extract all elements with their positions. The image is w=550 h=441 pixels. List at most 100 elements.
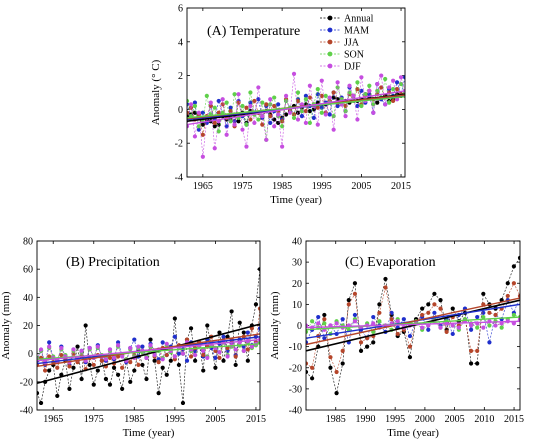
series-annual-point	[148, 337, 153, 342]
series-jja-point	[99, 358, 104, 363]
series-annual-point	[103, 376, 109, 382]
series-jja-point	[352, 291, 358, 296]
series-djf-point	[111, 355, 117, 360]
y-tick-label: -20	[289, 363, 302, 374]
legend-entry: JJA	[320, 38, 360, 49]
series-mam-point	[481, 310, 486, 315]
series-mam-point	[303, 93, 309, 98]
series-son-point	[232, 92, 237, 97]
series-djf-point	[187, 124, 190, 129]
chart-title: (C) Evaporation	[345, 255, 436, 270]
series-son-point	[487, 323, 492, 328]
series-jja-point	[319, 93, 324, 98]
series-mam-point	[132, 337, 137, 342]
series-jja-point	[517, 293, 520, 299]
series-annual-point	[188, 326, 194, 331]
y-tick-label: 2	[178, 71, 183, 82]
series-annual-point	[152, 358, 157, 363]
series-annual-line	[37, 269, 260, 405]
series-mam-point	[245, 330, 250, 335]
series-annual-point	[420, 306, 425, 311]
x-tick-label: 1990	[355, 414, 375, 425]
series-son-point	[323, 93, 328, 98]
series-son-point	[511, 312, 516, 318]
series-annual-point	[193, 358, 198, 363]
series-mam-point	[176, 351, 182, 356]
series-annual-point	[47, 368, 52, 373]
series-annual-point	[200, 122, 205, 127]
series-jja-point	[475, 348, 480, 353]
x-tick-label: 2015	[391, 181, 411, 192]
series-jja-point	[280, 119, 285, 124]
legend-marker	[327, 27, 333, 33]
series-jja-point	[228, 108, 233, 114]
series-jja-point	[358, 340, 364, 345]
series-mam-point	[371, 314, 376, 320]
y-tick-label: 20	[292, 279, 302, 290]
series-annual-point	[377, 302, 382, 307]
y-tick-label: 0	[297, 321, 302, 332]
series-son-point	[187, 98, 190, 104]
series-djf-point	[517, 317, 520, 322]
series-djf-point	[256, 85, 261, 90]
legend-label: DJF	[344, 62, 361, 73]
series-annual-point	[322, 312, 327, 318]
y-tick-label: 4	[178, 37, 183, 48]
x-tick-label: 1985	[124, 414, 144, 425]
x-tick-label: 1985	[326, 414, 346, 425]
x-axis-label: Time (year)	[123, 427, 175, 439]
legend-marker	[327, 39, 333, 45]
series-annual-point	[432, 291, 437, 296]
series-son-point	[367, 83, 372, 88]
series-mam-point	[340, 317, 345, 322]
series-annual-point	[276, 120, 281, 126]
series-djf-point	[359, 75, 364, 80]
series-djf-point	[347, 83, 352, 88]
y-tick-label: 40	[23, 293, 33, 304]
y-axis-label: Anomaly (mm)	[0, 291, 12, 359]
series-jja-point	[407, 344, 413, 349]
x-tick-label: 1985	[272, 181, 292, 192]
series-mam-point	[299, 114, 305, 119]
series-djf-point	[241, 348, 246, 353]
series-son-point	[355, 80, 360, 85]
series-annual-point	[71, 365, 76, 370]
series-annual-point	[107, 382, 113, 387]
series-jja-point	[444, 329, 449, 334]
series-mam-point	[192, 100, 198, 105]
series-annual-point	[38, 400, 44, 406]
y-tick-label: 80	[23, 237, 33, 248]
series-annual-point	[160, 365, 165, 370]
series-djf-point	[323, 112, 328, 117]
y-tick-label: 10	[292, 300, 302, 311]
series-djf-point	[343, 114, 348, 119]
series-djf-point	[252, 120, 257, 126]
x-tick-label: 2005	[351, 181, 371, 192]
series-son-point	[343, 108, 348, 114]
series-annual-point	[505, 281, 510, 286]
series-son-point	[347, 90, 352, 95]
plot-frame	[36, 240, 261, 411]
series-djf-point	[335, 80, 340, 85]
series-djf-point	[456, 325, 461, 330]
series-djf-point	[87, 345, 92, 351]
series-jja-point	[505, 293, 510, 299]
series-djf-point	[59, 345, 64, 351]
series-son-point	[204, 93, 209, 98]
series-annual-point	[352, 281, 358, 286]
series-jja-point	[468, 348, 474, 353]
series-djf-point	[160, 357, 165, 362]
x-tick-label: 1965	[43, 414, 63, 425]
series-djf-point	[136, 344, 141, 349]
series-djf-point	[47, 344, 52, 349]
series-jja-point	[394, 87, 400, 92]
series-mam-point	[221, 334, 226, 339]
y-tick-label: -40	[289, 406, 302, 417]
series-mam-point	[306, 340, 309, 345]
series-jja-point	[43, 368, 48, 373]
chart-panel-c: 1985 1990 1995 2000 2005 2010 2015-40-30-20-10…	[269, 237, 524, 440]
series-annual-trend	[37, 323, 260, 385]
series-son-point	[377, 319, 382, 324]
series-mam-point	[335, 103, 340, 109]
